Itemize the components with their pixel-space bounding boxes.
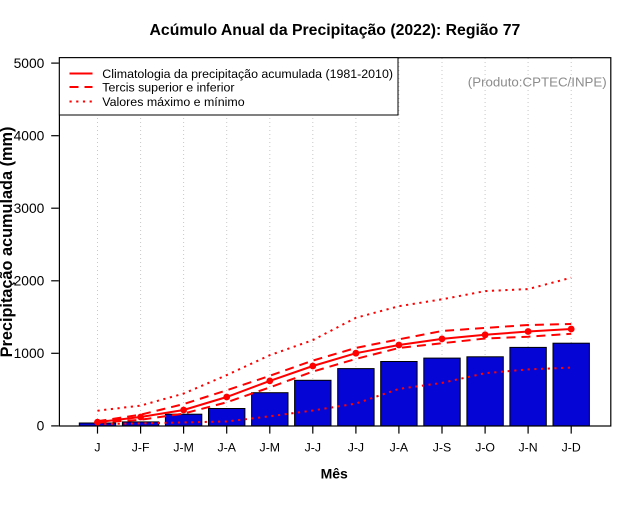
svg-text:(Produto:CPTEC/INPE): (Produto:CPTEC/INPE): [468, 75, 607, 90]
svg-text:Tercis superior e inferior: Tercis superior e inferior: [102, 80, 234, 94]
svg-text:Valores máximo e mínimo: Valores máximo e mínimo: [102, 95, 244, 109]
svg-text:J-A: J-A: [390, 441, 409, 455]
svg-text:J-F: J-F: [132, 441, 150, 455]
svg-text:0: 0: [37, 419, 45, 434]
svg-text:J: J: [94, 441, 100, 455]
svg-text:J-D: J-D: [562, 441, 581, 455]
svg-text:1000: 1000: [14, 346, 45, 361]
svg-text:J-J: J-J: [305, 441, 321, 455]
svg-text:Precipitação acumulada (mm): Precipitação acumulada (mm): [0, 127, 16, 358]
svg-text:2000: 2000: [14, 274, 45, 289]
svg-text:J-M: J-M: [260, 441, 281, 455]
svg-text:J-N: J-N: [519, 441, 538, 455]
svg-text:5000: 5000: [14, 56, 45, 71]
svg-text:J-O: J-O: [475, 441, 495, 455]
svg-text:3000: 3000: [14, 201, 45, 216]
svg-text:4000: 4000: [14, 129, 45, 144]
svg-text:J-A: J-A: [217, 441, 236, 455]
svg-text:Climatologia da precipitação a: Climatologia da precipitação acumulada (…: [102, 67, 393, 81]
svg-text:J-J: J-J: [348, 441, 364, 455]
svg-text:J-M: J-M: [173, 441, 194, 455]
svg-text:J-S: J-S: [433, 441, 451, 455]
svg-text:Mês: Mês: [321, 466, 348, 482]
svg-text:Acúmulo Anual da Precipitação: Acúmulo Anual da Precipitação (2022): Re…: [150, 22, 521, 39]
